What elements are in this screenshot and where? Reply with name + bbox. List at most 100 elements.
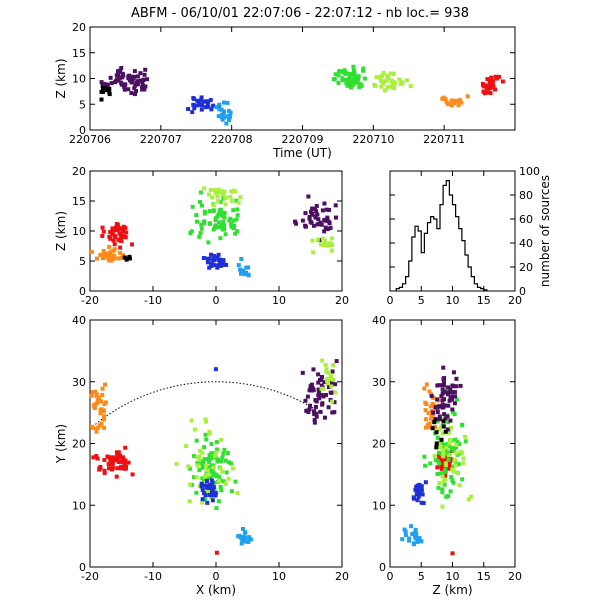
source-point [449,475,454,480]
histogram-bin [446,181,449,291]
source-point [435,465,440,470]
source-point [456,462,461,467]
y-tick-label: 0 [79,285,86,298]
source-point [435,472,440,477]
histogram-bin [468,267,471,291]
source-point [134,88,139,93]
source-point [437,427,442,432]
source-point [422,454,427,459]
x-tick-label: -20 [81,294,99,307]
source-point [446,494,451,499]
source-point [361,66,366,71]
source-point [419,500,424,505]
source-point [325,381,330,386]
source-point [320,401,325,406]
source-point [140,87,145,92]
source-point [228,110,233,115]
source-point [97,466,102,471]
source-point [390,71,395,76]
source-point [119,235,124,240]
source-point [223,458,228,463]
source-point [218,208,223,213]
source-point [217,190,222,195]
source-point [449,425,454,430]
source-point [359,83,364,88]
y-tick-label: 80 [519,189,533,202]
source-point [184,443,189,448]
source-point [101,248,106,253]
source-point [142,87,147,92]
source-point [198,98,203,103]
histogram-bin [462,241,465,291]
source-point [423,417,428,422]
source-point [448,437,453,442]
source-point [187,499,192,504]
source-cluster [214,100,233,126]
source-point [455,439,460,444]
panel-time-height: 220706 220707 220708 220709 220710 220711 0 5 10… [54,21,516,160]
source-point [210,492,215,497]
source-point [451,464,456,469]
histogram-bin [474,284,477,291]
source-point [102,468,107,473]
source-cluster [432,417,474,509]
source-point [132,92,137,97]
source-point [446,457,451,462]
x-tick-label: -20 [81,570,99,583]
x-tick-label: 15 [477,570,491,583]
source-point [194,490,199,495]
source-point [209,107,214,112]
source-cluster [319,358,338,404]
source-point [350,82,355,87]
source-point [192,106,197,111]
x-tick-label: 220711 [423,133,465,146]
source-point [294,221,299,226]
source-point [352,74,357,79]
source-point [239,541,244,546]
histogram-bin [453,205,456,291]
source-cluster [89,382,109,434]
source-point [99,399,104,404]
source-point [446,403,451,408]
source-point [246,539,251,544]
source-point [343,77,348,82]
source-point [417,491,422,496]
source-point [112,254,117,259]
source-point [124,230,129,235]
source-point [497,74,502,79]
source-point [233,479,238,484]
source-point [199,226,204,231]
source-point [208,187,213,192]
source-point [226,118,231,123]
source-point [216,499,221,504]
source-point [105,82,110,87]
source-point [316,372,321,377]
source-point [95,256,100,261]
y-tick-label: 0 [79,124,86,137]
y-tick-label: 0 [79,561,86,574]
source-point [223,481,228,486]
source-point [109,467,114,472]
source-point [141,78,146,83]
source-point [202,221,207,226]
source-point [219,437,224,442]
source-point [100,392,105,397]
source-point [384,78,389,83]
source-point [389,79,394,84]
x-tick-label: 5 [418,294,425,307]
source-point [89,393,94,398]
source-point [98,252,103,257]
y-tick-label: 20 [72,21,86,34]
source-point [311,367,316,372]
source-point [222,109,227,114]
source-point [436,450,441,455]
source-point [404,78,409,83]
source-point [211,203,216,208]
source-point [314,411,319,416]
source-point [316,380,321,385]
source-point [442,376,447,381]
source-point [197,234,202,239]
source-point [318,242,323,247]
source-point [217,102,222,107]
source-point [215,194,220,199]
